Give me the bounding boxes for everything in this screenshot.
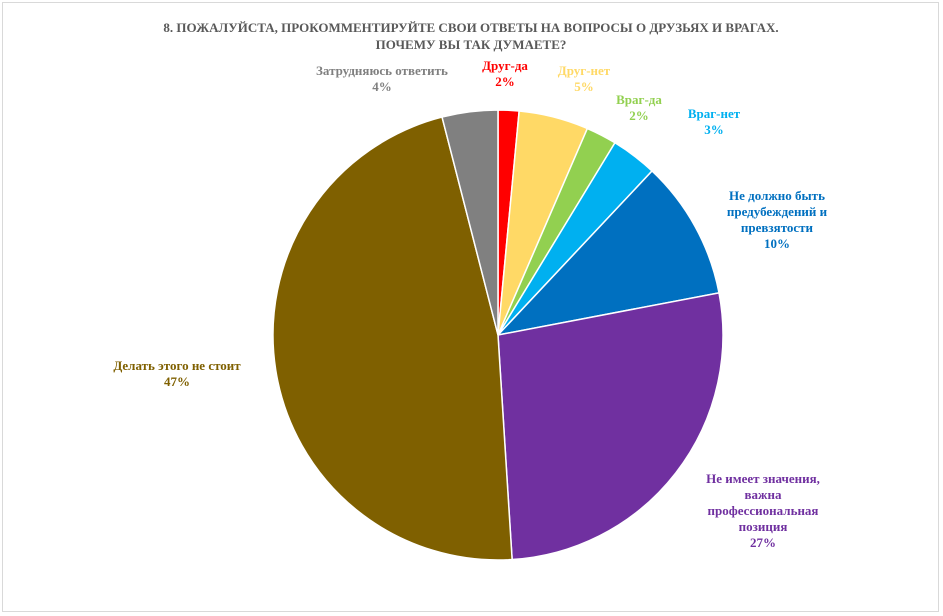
pie-slice-5 (497, 291, 724, 561)
slice-label-line-5-0: Не имеет значения, (706, 471, 820, 486)
slice-percent-1: 5% (574, 79, 594, 94)
slice-label-line-3-0: Враг-нет (688, 106, 741, 121)
slice-label-line-5-1: важна (745, 487, 782, 502)
slice-label-line-2-0: Враг-да (616, 92, 662, 107)
slice-percent-5: 27% (750, 535, 776, 550)
slice-label-line-0-0: Друг-да (482, 58, 528, 73)
chart-title-line-2: ПОЧЕМУ ВЫ ТАК ДУМАЕТЕ? (376, 37, 567, 52)
slice-label-1: Друг-нет 5% (558, 63, 611, 94)
slice-percent-7: 4% (372, 79, 392, 94)
chart-title-line-1: 8. ПОЖАЛУЙСТА, ПРОКОММЕНТИРУЙТЕ СВОИ ОТВ… (163, 20, 778, 35)
slice-label-line-5-3: позиция (739, 519, 788, 534)
slice-label-line-7-0: Затрудняюсь ответить (316, 63, 448, 78)
slice-label-3: Враг-нет 3% (688, 106, 741, 137)
slice-label-4: Не должно быть предубеждений и превзятости… (727, 188, 828, 251)
slice-percent-2: 2% (629, 108, 649, 123)
slice-percent-6: 47% (164, 374, 190, 389)
slice-percent-4: 10% (764, 236, 790, 251)
slice-label-line-4-2: превзятости (741, 220, 814, 235)
slice-label-2: Враг-да 2% (616, 92, 662, 123)
pie-slice-4 (495, 169, 720, 337)
slice-label-0: Друг-да 2% (482, 58, 528, 89)
slice-label-7: Затрудняюсь ответить 4% (316, 63, 448, 94)
slice-label-6: Делать этого не стоит 47% (113, 358, 241, 389)
slice-label-line-6-0: Делать этого не стоит (113, 358, 241, 373)
slice-label-line-4-1: предубеждений и (727, 204, 828, 219)
slice-percent-0: 2% (495, 74, 515, 89)
pie-slice-7 (441, 109, 499, 336)
slice-percent-3: 3% (704, 122, 724, 137)
pie-slice-6 (272, 116, 513, 561)
slice-label-line-1-0: Друг-нет (558, 63, 611, 78)
slice-label-line-4-0: Не должно быть (729, 188, 825, 203)
slice-label-5: Не имеет значения, важна профессиональная п… (706, 471, 820, 550)
slice-label-line-5-2: профессиональная (708, 503, 819, 518)
